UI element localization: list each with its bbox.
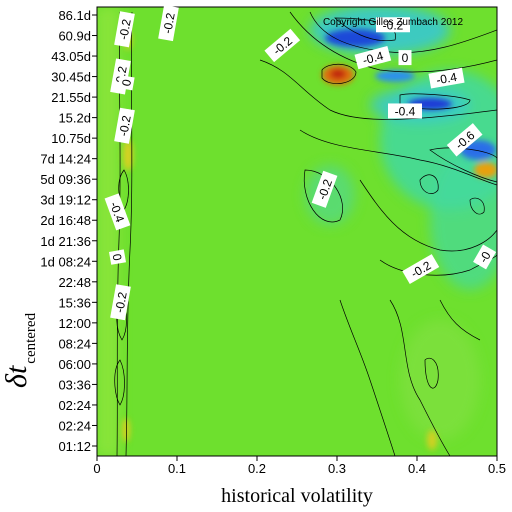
contour-label-text: -0.2 xyxy=(116,18,133,41)
y-tick-label: 1d 21:36 xyxy=(40,234,91,249)
x-tick-label: 0.1 xyxy=(168,461,186,476)
contour-label-text: 0 xyxy=(119,78,134,87)
y-tick-label: 02:24 xyxy=(58,398,91,413)
contour-label-text: -0.2 xyxy=(160,11,177,34)
contour-label: -0 xyxy=(473,244,497,270)
x-tick-label: 0.3 xyxy=(328,461,346,476)
plot-frame xyxy=(96,6,498,457)
x-axis-label: historical volatility xyxy=(221,485,373,507)
contour-label: -0.2 xyxy=(158,5,179,42)
contour-label-background xyxy=(110,284,131,321)
contour-label-background xyxy=(388,103,422,119)
contour-label-text: -0.2 xyxy=(315,177,335,202)
contour-label-text: -0.2 xyxy=(383,18,404,32)
x-axis: 0 0.1 0.2 0.3 0.4 0.5 xyxy=(93,456,506,476)
contour-labels: -0.2-0.2-0.20-0.2-0.40-0.2-0.2-0.2-0.40-… xyxy=(104,5,497,321)
y-axis-label-main: δt xyxy=(0,365,33,388)
y-tick-label: 86.1d xyxy=(58,8,91,23)
y-tick-label: 22:48 xyxy=(58,275,91,290)
contour-label: -0.4 xyxy=(354,45,392,70)
x-tick-label: 0.2 xyxy=(248,461,266,476)
contour-label-background xyxy=(158,5,179,42)
contour-label-text: -0.2 xyxy=(112,291,129,314)
contour-label: -0.2 xyxy=(114,11,135,48)
contour-label: -0.2 xyxy=(114,107,135,144)
x-tick-label: 0.4 xyxy=(408,461,426,476)
contour-label-text: -0.4 xyxy=(107,200,127,225)
contour-label: 0 xyxy=(398,50,412,66)
y-axis-label-sub: centered xyxy=(23,312,39,363)
y-tick-label: 60.9d xyxy=(58,29,91,44)
contour-label-background xyxy=(264,28,301,63)
contour-label-text: -0.2 xyxy=(116,114,133,137)
y-tick-label: 5d 09:36 xyxy=(40,172,91,187)
contour-label-background xyxy=(104,193,131,231)
contour-label-text: -0.4 xyxy=(395,104,416,118)
contour-label: 0 xyxy=(108,249,127,265)
y-tick-label: 08:24 xyxy=(58,336,91,351)
y-tick-label: 2d 16:48 xyxy=(40,213,91,228)
copyright-text: Copyright Gilles Zumbach 2012 xyxy=(323,17,464,28)
contour-lines xyxy=(114,11,497,456)
y-tick-label: 01:12 xyxy=(58,439,91,454)
contour-label-background xyxy=(108,249,127,265)
contour-label: -0.2 xyxy=(376,17,410,33)
contour-label-background xyxy=(311,170,338,208)
x-tick-label: 0 xyxy=(93,461,100,476)
x-tick-label: 0.5 xyxy=(488,461,506,476)
contour-label: 0 xyxy=(117,74,135,91)
contour-label: -0.2 xyxy=(110,284,131,321)
y-tick-label: 30.45d xyxy=(51,70,91,85)
y-tick-label: 7d 14:24 xyxy=(40,152,91,167)
svg-text:δtcentered: δt centered xyxy=(0,312,39,388)
y-axis-label: δt centered xyxy=(0,312,39,388)
contour-label: -0.4 xyxy=(428,67,465,89)
contour-label-text: -0.4 xyxy=(435,70,458,87)
contour-label: -0.2 xyxy=(311,170,338,208)
contour-label-background xyxy=(376,17,410,33)
y-tick-label: 15:36 xyxy=(58,295,91,310)
contour-label-text: -0.4 xyxy=(361,49,385,68)
contour-label-background xyxy=(114,107,135,144)
contour-label: -0.4 xyxy=(388,103,422,119)
y-tick-label: 10.75d xyxy=(51,131,91,146)
contour-label-background xyxy=(398,50,412,66)
y-tick-label: 43.05d xyxy=(51,49,91,64)
contour-label-text: 0 xyxy=(402,51,409,65)
y-tick-label: 21.55d xyxy=(51,90,91,105)
contour-label-background xyxy=(354,45,392,70)
y-tick-label: 15.2d xyxy=(58,111,91,126)
y-tick-label: 1d 08:24 xyxy=(40,254,91,269)
contour-label-text: 0 xyxy=(110,253,125,262)
contour-label-background xyxy=(428,67,465,89)
y-tick-label: 12:00 xyxy=(58,316,91,331)
y-tick-label: 03:36 xyxy=(58,377,91,392)
contour-label: -0.4 xyxy=(104,193,131,231)
y-tick-label: 02:24 xyxy=(58,418,91,433)
contour-label-background xyxy=(473,244,497,270)
contour-label-background xyxy=(114,11,135,48)
contour-label-background xyxy=(117,74,135,91)
y-tick-label: 3d 19:12 xyxy=(40,193,91,208)
y-axis: 01:12 02:24 02:24 03:36 06:00 08:24 12:00 15:36… xyxy=(40,8,97,454)
contour-label-background xyxy=(402,254,440,285)
contour-label-background xyxy=(446,123,483,157)
y-tick-label: 06:00 xyxy=(58,357,91,372)
